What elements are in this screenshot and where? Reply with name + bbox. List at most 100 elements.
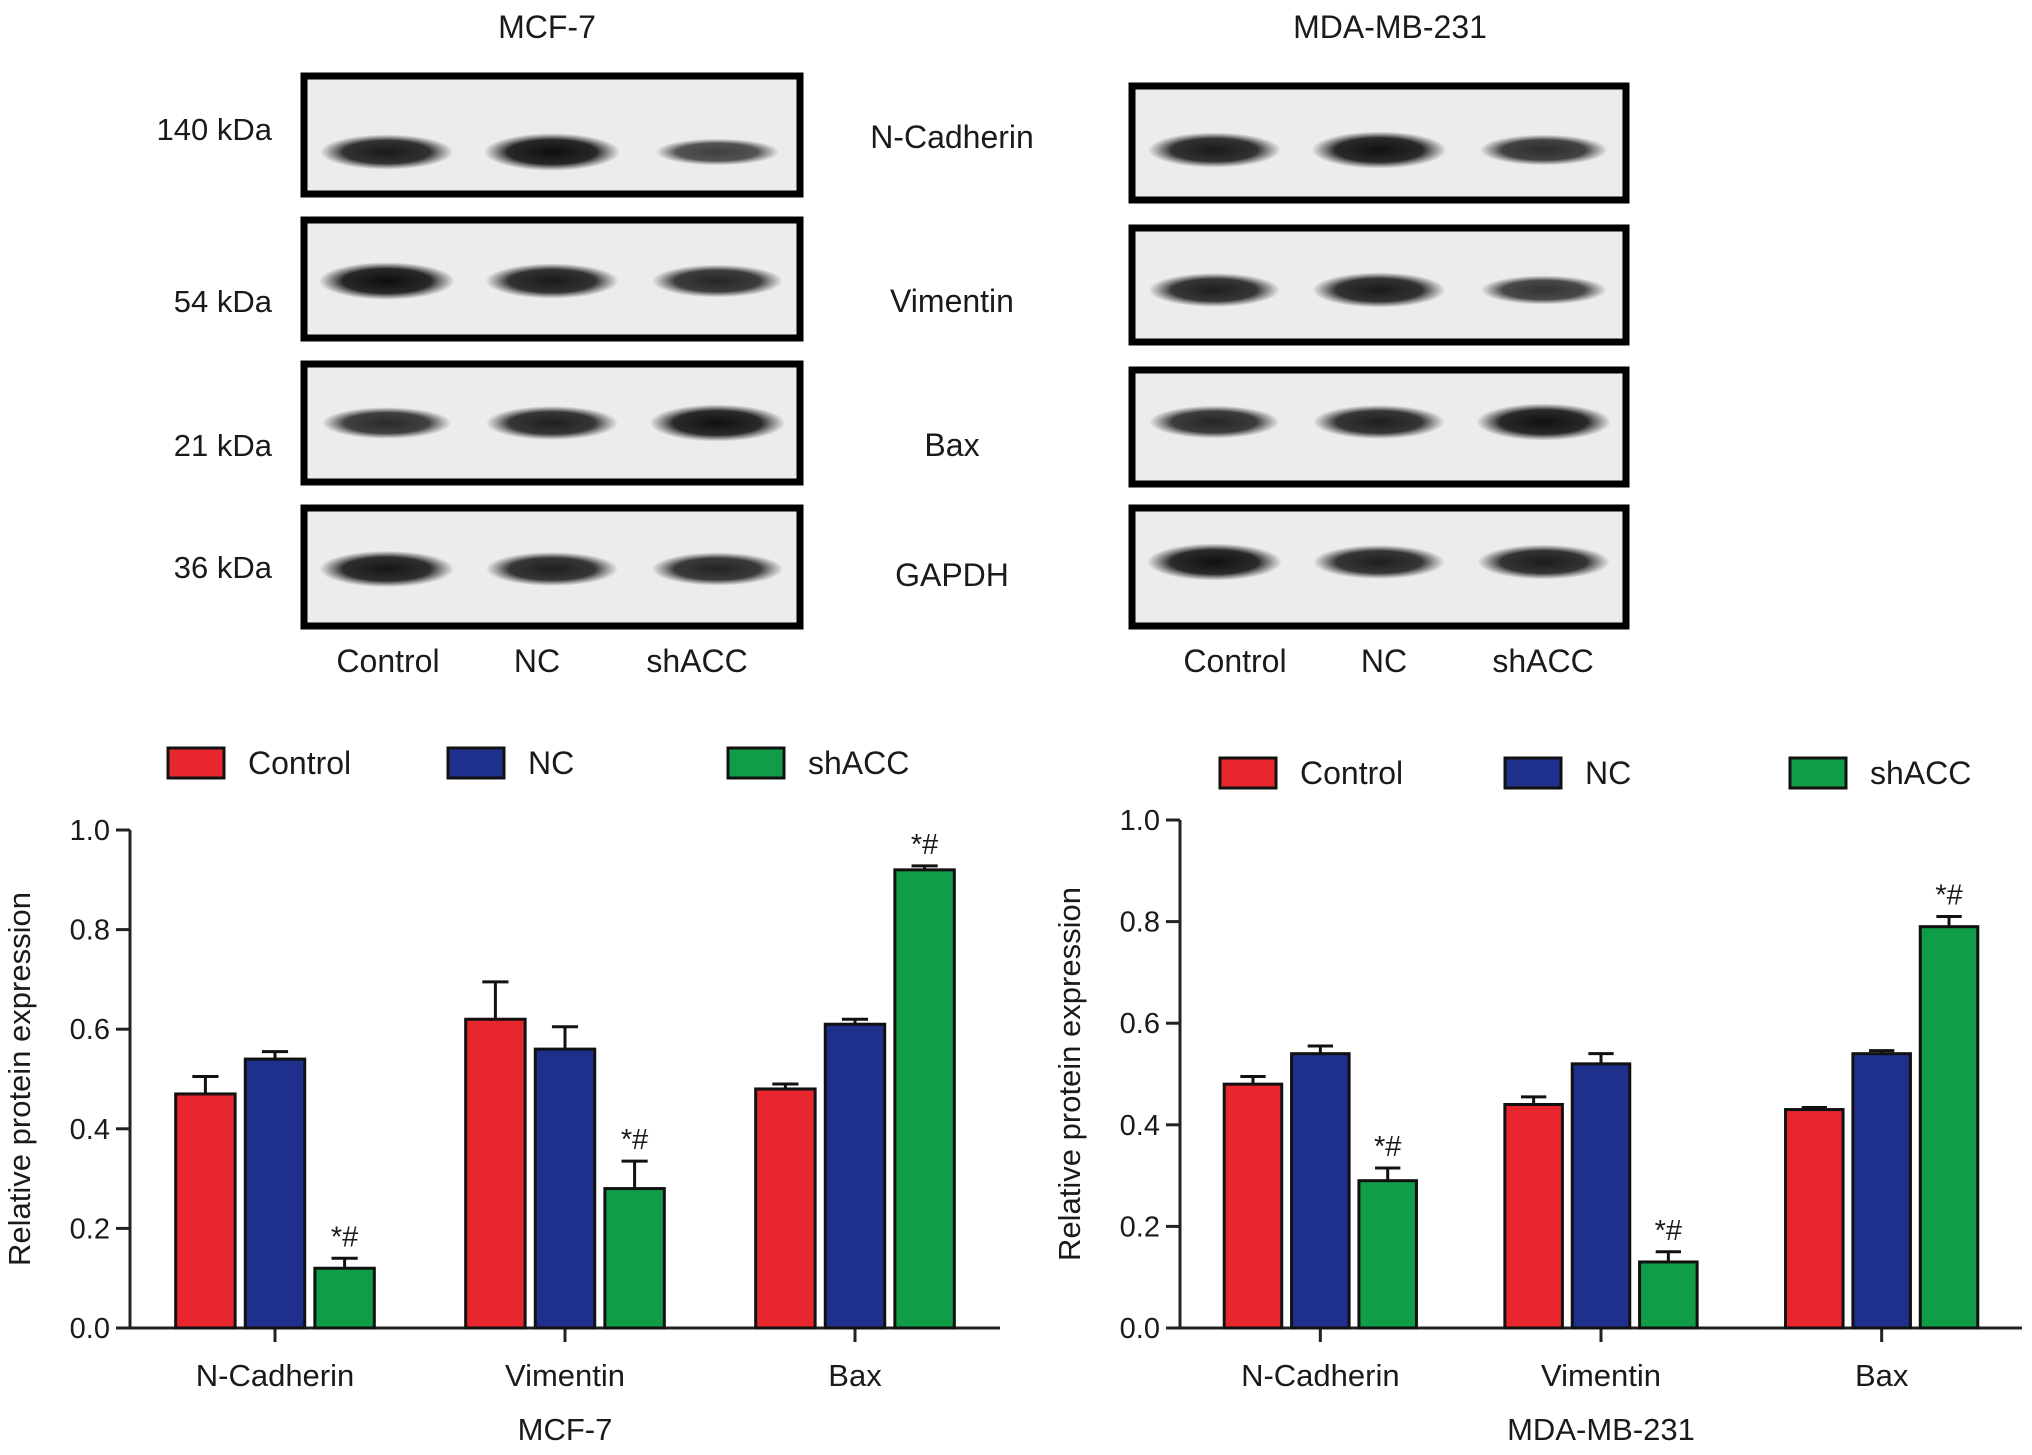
x-axis-label: MDA-MB-231 <box>1507 1412 1695 1447</box>
blot-band <box>319 550 455 588</box>
bar <box>754 1087 817 1330</box>
blot-panel-bax <box>300 360 804 486</box>
y-axis-label: Relative protein expression <box>2 892 37 1266</box>
legend-label: shACC <box>1870 755 1971 791</box>
y-tick-label: 0.6 <box>1120 1008 1160 1040</box>
blot-panel-gapdh <box>300 504 804 630</box>
blot-panel-vimentin <box>300 216 804 342</box>
y-tick-label: 0.0 <box>1120 1313 1160 1345</box>
significance-annotation: *# <box>1374 1131 1401 1163</box>
blot-band <box>319 134 454 170</box>
bar <box>1290 1052 1351 1330</box>
bar <box>1638 1260 1699 1330</box>
significance-annotation: *# <box>911 829 938 861</box>
lane-label: shACC <box>1492 643 1593 679</box>
legend-swatch <box>726 746 786 780</box>
y-tick-label: 1.0 <box>1120 805 1160 837</box>
blot-band <box>485 552 619 586</box>
blot-band <box>1148 273 1281 307</box>
y-tick-label: 0.8 <box>70 915 110 947</box>
blot-band <box>1312 272 1446 308</box>
blot-band <box>1313 545 1445 579</box>
marker-label: 21 kDa <box>174 428 273 463</box>
legend-label: shACC <box>808 745 909 781</box>
x-tick-label: Bax <box>1855 1358 1909 1393</box>
x-tick-label: N-Cadherin <box>196 1358 355 1393</box>
bar <box>893 868 956 1330</box>
bar <box>1357 1179 1418 1330</box>
y-axis-label: Relative protein expression <box>1052 887 1087 1261</box>
blot-band <box>1147 132 1281 168</box>
legend-label: NC <box>1585 755 1631 791</box>
protein-label-bax: Bax <box>924 427 979 463</box>
blot-band <box>483 133 621 171</box>
y-tick-label: 0.0 <box>70 1313 110 1345</box>
blot-band <box>1480 275 1607 305</box>
significance-annotation: *# <box>331 1221 358 1253</box>
y-tick-label: 0.4 <box>70 1114 110 1146</box>
bar <box>1222 1082 1284 1330</box>
bar <box>533 1047 597 1330</box>
bar <box>313 1266 376 1330</box>
bar <box>464 1017 527 1330</box>
x-tick-label: Vimentin <box>1541 1358 1661 1393</box>
legend-swatch <box>1788 756 1848 790</box>
legend-swatch <box>1218 756 1278 790</box>
blot-band <box>651 264 783 298</box>
lane-label: shACC <box>646 643 747 679</box>
legend-label: Control <box>1300 755 1403 791</box>
bar <box>243 1057 307 1330</box>
blot-protein-labels: N-Cadherin Vimentin Bax GAPDH <box>870 119 1034 593</box>
legend-label: NC <box>528 745 574 781</box>
significance-annotation: *# <box>1935 880 1962 912</box>
bar <box>823 1022 887 1330</box>
significance-annotation: *# <box>621 1124 648 1156</box>
lane-label: Control <box>1183 643 1286 679</box>
blot-panel-bax <box>1128 366 1630 488</box>
legend-swatch <box>446 746 506 780</box>
x-tick-label: N-Cadherin <box>1241 1358 1400 1393</box>
blot-band <box>1149 405 1280 439</box>
lane-label: Control <box>336 643 439 679</box>
blot-band <box>649 404 786 442</box>
lane-label: NC <box>514 643 560 679</box>
blot-panel-n-cadherin <box>1128 82 1630 204</box>
y-tick-label: 0.4 <box>1120 1110 1160 1142</box>
x-axis-label: MCF-7 <box>518 1412 613 1447</box>
blot-band <box>1476 403 1612 441</box>
significance-annotation: *# <box>1655 1215 1682 1247</box>
blot-panel-n-cadherin <box>300 72 804 198</box>
marker-label: 54 kDa <box>174 284 273 319</box>
x-tick-label: Bax <box>828 1358 882 1393</box>
bar <box>603 1187 666 1330</box>
blot-band <box>651 552 784 586</box>
marker-label: 140 kDa <box>157 112 273 147</box>
legend-label: Control <box>248 745 351 781</box>
bar <box>1570 1062 1632 1330</box>
y-tick-label: 1.0 <box>70 815 110 847</box>
bar <box>1784 1108 1845 1330</box>
bar-chart-mda-mb-231: 0.0 0.2 0.4 0.6 0.8 1.0 Relative protein expre… <box>1052 755 2022 1447</box>
y-tick-label: 0.2 <box>1120 1211 1160 1243</box>
lane-label: NC <box>1361 643 1407 679</box>
protein-label-gapdh: GAPDH <box>895 557 1009 593</box>
blot-band <box>318 262 455 300</box>
blot-band <box>1313 405 1445 439</box>
blot-cell-line-title: MDA-MB-231 <box>1293 9 1487 45</box>
blot-band <box>1146 543 1282 581</box>
bar <box>1503 1102 1564 1330</box>
blot-band <box>1477 544 1610 580</box>
western-blot-mcf7: MCF-7 140 kDa 54 kDa 21 kDa 36 kDa Contr… <box>157 9 804 679</box>
legend-swatch <box>166 746 226 780</box>
blot-band <box>485 406 619 440</box>
protein-label-n-cadherin: N-Cadherin <box>870 119 1034 155</box>
blot-band <box>1311 131 1447 169</box>
legend-swatch <box>1503 756 1563 790</box>
marker-label: 36 kDa <box>174 550 273 585</box>
x-tick-label: Vimentin <box>505 1358 625 1393</box>
blot-band <box>485 263 619 299</box>
blot-band <box>1479 134 1608 166</box>
blot-cell-line-title: MCF-7 <box>498 9 596 45</box>
bar <box>174 1092 237 1330</box>
